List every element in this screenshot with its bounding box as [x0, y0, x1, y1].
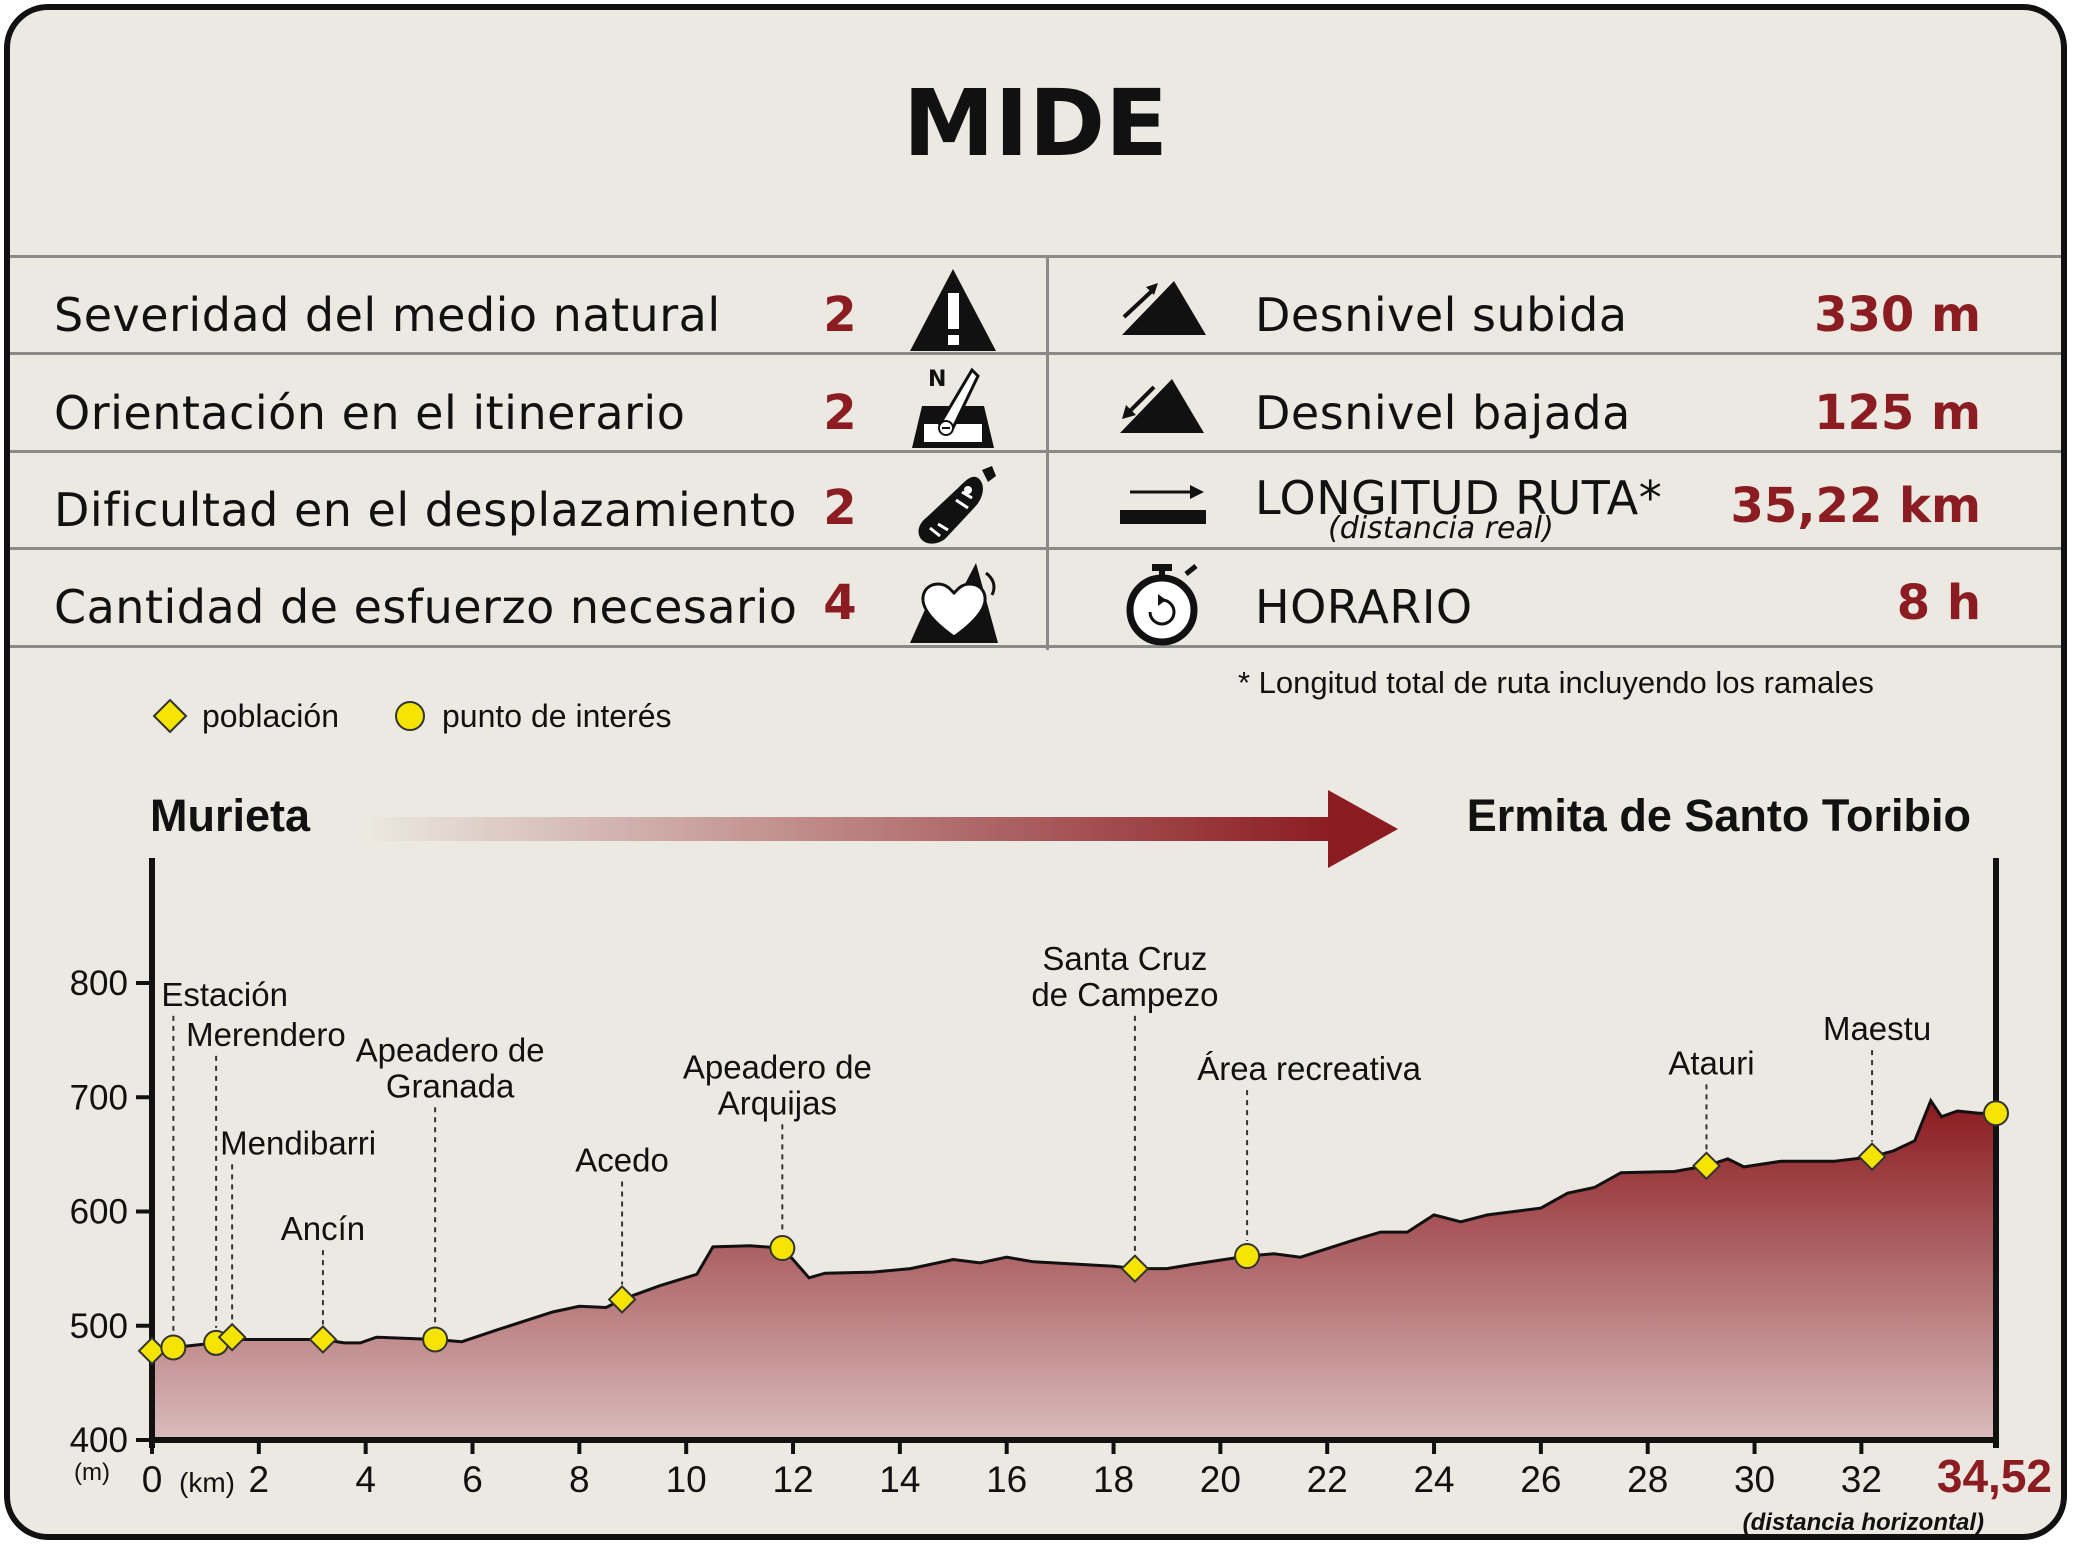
stat-label-length: LONGITUD RUTA* — [1255, 471, 1663, 525]
y-axis-unit: (m) — [74, 1459, 110, 1486]
legend-town-label: población — [202, 697, 339, 734]
x-tick-label: 24 — [1413, 1459, 1454, 1500]
stat-value-ascent: 330 m — [1814, 287, 1981, 343]
x-tick-label: 18 — [1093, 1459, 1134, 1500]
mide-label-difficulty: Dificultad en el desplazamiento — [54, 483, 797, 537]
point-label: Ancín — [281, 1210, 365, 1247]
mide-label-orientation: Orientación en el itinerario — [54, 386, 686, 440]
y-tick-label: 800 — [70, 964, 128, 1003]
svg-text:N: N — [928, 367, 946, 392]
mide-label-effort: Cantidad de esfuerzo necesario — [54, 580, 798, 634]
direction-arrow-icon — [362, 790, 1398, 868]
x-tick-label: 6 — [462, 1459, 483, 1500]
mide-value-effort: 4 — [823, 575, 857, 631]
stat-label-time: HORARIO — [1255, 580, 1473, 634]
town-marker — [607, 1285, 637, 1314]
table-divider — [10, 255, 2061, 258]
x-tick-label: 22 — [1307, 1459, 1348, 1500]
table-divider — [10, 450, 2061, 453]
legend-diamond-icon — [152, 698, 188, 734]
town-marker — [1857, 1142, 1887, 1172]
point-label: Apeadero de — [356, 1031, 545, 1068]
table-divider — [10, 547, 2061, 550]
footnote: * Longitud total de ruta incluyendo los … — [1238, 665, 1874, 700]
y-tick-label: 500 — [70, 1307, 128, 1346]
x-tick-label: 10 — [666, 1459, 707, 1500]
y-tick-label: 600 — [70, 1193, 128, 1232]
footprint-icon — [918, 466, 996, 544]
distance-arrow-icon — [1120, 485, 1206, 524]
legend-poi-label: punto de interés — [442, 697, 672, 734]
elevation-area — [152, 1100, 1996, 1440]
stat-label-descent: Desnivel bajada — [1255, 386, 1631, 440]
point-label: Santa Cruz — [1042, 940, 1207, 977]
x-tick-label: 12 — [772, 1459, 813, 1500]
table-column-divider — [1046, 255, 1049, 650]
point-label: de Campezo — [1031, 976, 1218, 1013]
town-marker — [217, 1322, 247, 1352]
point-label: Mendibarri — [220, 1124, 376, 1161]
y-tick-label: 400 — [70, 1421, 128, 1460]
heart-effort-icon — [910, 563, 998, 643]
point-label: Atauri — [1668, 1044, 1754, 1081]
point-label: Área recreativa — [1197, 1050, 1421, 1087]
x-tick-label: 20 — [1200, 1459, 1241, 1500]
legend-poi: punto de interés — [390, 694, 672, 738]
x-tick-label: 16 — [986, 1459, 1027, 1500]
x-tick-label: 4 — [355, 1459, 376, 1500]
mide-table — [10, 255, 2061, 650]
x-tick-label: 14 — [879, 1459, 920, 1500]
route-start: Murieta — [150, 790, 311, 841]
stat-sub-length: (distancia real) — [1328, 511, 1554, 546]
poi-marker — [422, 1326, 449, 1353]
point-label: Arquijas — [718, 1084, 837, 1121]
x-tick-label: 2 — [249, 1459, 270, 1500]
point-label: Estación — [161, 976, 288, 1013]
table-divider — [10, 645, 2061, 648]
page-title: MIDE — [903, 70, 1168, 177]
point-label: Maestu — [1823, 1010, 1931, 1047]
x-end-note: (distancia horizontal) — [1743, 1509, 1984, 1536]
poi-marker — [1983, 1100, 2009, 1127]
compass-orientation-icon: N — [912, 367, 994, 448]
stat-value-time: 8 h — [1896, 575, 1981, 631]
table-divider — [10, 352, 2061, 355]
x-end-label: 34,52 — [1937, 1450, 2052, 1502]
x-tick-label: 0 — [142, 1459, 163, 1500]
mide-label-severity: Severidad del medio natural — [54, 288, 721, 342]
route-end: Ermita de Santo Toribio — [1466, 790, 1971, 841]
stat-value-descent: 125 m — [1814, 385, 1981, 441]
town-marker — [1120, 1254, 1150, 1284]
descent-icon — [1120, 379, 1204, 433]
town-marker — [1692, 1151, 1721, 1181]
y-tick-label: 700 — [70, 1078, 128, 1117]
mide-value-severity: 2 — [823, 287, 857, 343]
stat-value-length: 35,22 km — [1730, 478, 1981, 534]
stat-label-ascent: Desnivel subida — [1255, 288, 1628, 342]
legend-town: población — [150, 694, 339, 738]
ascent-icon — [1122, 281, 1206, 335]
x-tick-label: 32 — [1841, 1459, 1882, 1500]
x-tick-label: 26 — [1520, 1459, 1561, 1500]
poi-marker — [769, 1235, 796, 1262]
warning-mountain-icon — [910, 269, 996, 351]
mide-value-difficulty: 2 — [823, 480, 857, 536]
point-label: Granada — [386, 1067, 515, 1104]
x-axis-unit: (km) — [179, 1467, 235, 1498]
mide-card: MIDE Severidad del medio natural 2 Orien… — [4, 4, 2067, 1540]
mide-value-orientation: 2 — [823, 385, 857, 441]
x-tick-label: 30 — [1734, 1459, 1775, 1500]
point-label: Apeadero de — [683, 1048, 872, 1085]
stopwatch-icon — [1126, 564, 1198, 646]
x-tick-label: 28 — [1627, 1459, 1668, 1500]
poi-marker — [160, 1334, 187, 1361]
point-label: Merendero — [186, 1016, 346, 1053]
town-marker — [308, 1325, 338, 1354]
x-tick-label: 8 — [569, 1459, 590, 1500]
poi-marker — [1234, 1243, 1261, 1270]
legend-circle-icon — [395, 701, 425, 731]
point-label: Acedo — [575, 1142, 669, 1179]
